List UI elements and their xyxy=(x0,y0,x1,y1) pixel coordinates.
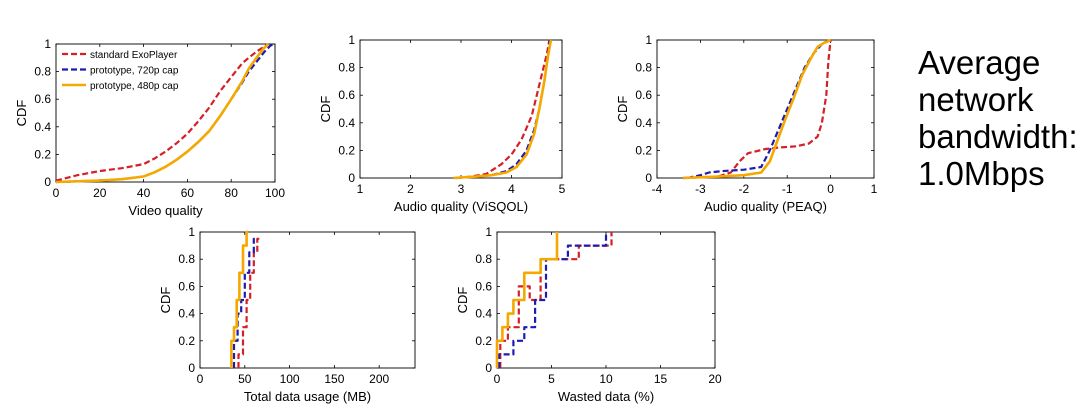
y-tick-label: 0.8 xyxy=(178,252,195,266)
x-tick-label: 10 xyxy=(599,372,613,386)
y-tick-label: 0.8 xyxy=(338,61,355,75)
y-tick-label: 0.2 xyxy=(475,334,492,348)
series-line-standard-exoplayer xyxy=(55,43,269,182)
x-tick-label: 0 xyxy=(53,186,60,200)
annotation-line-3: bandwidth: xyxy=(918,118,1078,155)
x-axis-label: Wasted data (%) xyxy=(558,389,654,404)
x-tick-label: 50 xyxy=(238,372,252,386)
x-tick-label: -2 xyxy=(738,182,749,196)
x-axis-label: Audio quality (PEAQ) xyxy=(704,199,827,214)
x-tick-label: -1 xyxy=(782,182,793,196)
legend-label-prototype-720p-cap: prototype, 720p cap xyxy=(90,66,179,77)
y-tick-label: 0.6 xyxy=(34,92,51,106)
y-axis-label: CDF xyxy=(615,96,630,123)
x-axis-label: Audio quality (ViSQOL) xyxy=(394,199,528,214)
y-tick-label: 0.8 xyxy=(34,65,51,79)
y-tick-label: 0.6 xyxy=(635,88,652,102)
x-tick-label: 150 xyxy=(324,372,344,386)
x-tick-label: 2 xyxy=(407,182,414,196)
x-tick-label: 60 xyxy=(181,186,195,200)
y-tick-label: 0.4 xyxy=(178,307,195,321)
x-tick-label: 200 xyxy=(369,372,389,386)
y-tick-label: 0.4 xyxy=(475,307,492,321)
y-tick-label: 0.4 xyxy=(34,120,51,134)
y-tick-label: 1 xyxy=(188,225,195,239)
x-tick-label: -4 xyxy=(652,182,663,196)
annotation-line-4: 1.0Mbps xyxy=(918,155,1045,192)
x-tick-label: 80 xyxy=(225,186,239,200)
series-line-prototype-480p-cap xyxy=(453,39,553,180)
y-axis-label: CDF xyxy=(14,100,29,127)
y-tick-label: 1 xyxy=(485,225,492,239)
series-line-standard-exoplayer xyxy=(499,232,613,368)
x-tick-label: 15 xyxy=(654,372,668,386)
x-tick-label: 1 xyxy=(871,182,878,196)
x-tick-label: -3 xyxy=(695,182,706,196)
x-tick-label: 5 xyxy=(559,182,566,196)
annotation-line-2: network xyxy=(918,81,1034,118)
x-tick-label: 100 xyxy=(265,186,285,200)
legend-label-standard-exoplayer: standard ExoPlayer xyxy=(90,50,178,61)
series-line-prototype-480p-cap xyxy=(55,43,270,184)
y-tick-label: 0.4 xyxy=(338,116,355,130)
series-line-prototype-480p-cap xyxy=(230,230,249,368)
chart-2-audio-quality-visqol: 1 2 3 4 5 0 0.2 0.4 0.6 0.8 1 Audio quality (ViSQOL… xyxy=(318,33,566,214)
series-line-prototype-720p-cap xyxy=(687,39,832,180)
x-tick-label: 20 xyxy=(708,372,722,386)
y-tick-label: 0.2 xyxy=(635,143,652,157)
legend: standard ExoPlayer prototype, 720p cap pro… xyxy=(62,50,179,92)
y-axis-label: CDF xyxy=(158,287,173,314)
series-line-standard-exoplayer xyxy=(455,39,551,180)
annotation-line-1: Average xyxy=(918,44,1041,81)
y-tick-label: 0.6 xyxy=(475,279,492,293)
bandwidth-annotation: Average network bandwidth: 1.0Mbps xyxy=(918,44,1078,192)
plot-frame xyxy=(359,39,563,179)
y-tick-label: 0.8 xyxy=(475,252,492,266)
x-tick-label: 0 xyxy=(494,372,501,386)
x-tick-label: 5 xyxy=(548,372,555,386)
y-tick-label: 0.2 xyxy=(34,147,51,161)
series-line-standard-exoplayer xyxy=(237,237,261,368)
series-line-prototype-480p-cap xyxy=(682,38,832,180)
chart-5-wasted-data: 0 5 10 15 20 0 0.2 0.4 0.6 0.8 1 Wasted data (%) CDF xyxy=(455,225,722,404)
series-line-prototype-720p-cap xyxy=(498,232,608,368)
y-tick-label: 1 xyxy=(348,33,355,47)
chart-1-video-quality: 0 20 40 60 80 100 0 0.2 0.4 0.6 0.8 1 Video quality C… xyxy=(14,37,285,218)
x-tick-label: 3 xyxy=(458,182,465,196)
x-tick-label: 4 xyxy=(508,182,515,196)
plot-frame xyxy=(496,231,716,369)
x-tick-label: 0 xyxy=(827,182,834,196)
y-tick-label: 0 xyxy=(485,361,492,375)
y-tick-label: 0.2 xyxy=(338,143,355,157)
x-tick-label: 0 xyxy=(197,372,204,386)
y-tick-label: 1 xyxy=(645,33,652,47)
plot-frame xyxy=(656,39,875,179)
x-tick-label: 100 xyxy=(280,372,300,386)
legend-label-prototype-480p-cap: prototype, 480p cap xyxy=(90,81,179,92)
y-axis-label: CDF xyxy=(318,96,333,123)
y-tick-label: 0.8 xyxy=(635,61,652,75)
x-tick-label: 1 xyxy=(357,182,364,196)
y-tick-label: 1 xyxy=(44,37,51,51)
series-line-prototype-480p-cap xyxy=(495,232,559,368)
y-tick-label: 0.6 xyxy=(178,279,195,293)
y-tick-label: 0.2 xyxy=(178,334,195,348)
x-tick-label: 20 xyxy=(93,186,107,200)
x-axis-label: Total data usage (MB) xyxy=(244,389,371,404)
x-axis-label: Video quality xyxy=(128,203,203,218)
x-tick-label: 40 xyxy=(137,186,151,200)
y-tick-label: 0 xyxy=(188,361,195,375)
y-tick-label: 0.4 xyxy=(635,116,652,130)
y-tick-label: 0 xyxy=(44,175,51,189)
chart-4-total-data-usage-mb: 0 50 100 150 200 0 0.2 0.4 0.6 0.8 1 Total data usa… xyxy=(158,225,416,404)
y-tick-label: 0 xyxy=(645,171,652,185)
chart-3-audio-quality-peaq: -4 -3 -2 -1 0 1 0 0.2 0.4 0.6 0.8 1 Audio quality (P… xyxy=(615,33,878,214)
y-axis-label: CDF xyxy=(455,287,470,314)
series-line-prototype-720p-cap xyxy=(232,237,258,368)
y-tick-label: 0 xyxy=(348,171,355,185)
y-tick-label: 0.6 xyxy=(338,88,355,102)
